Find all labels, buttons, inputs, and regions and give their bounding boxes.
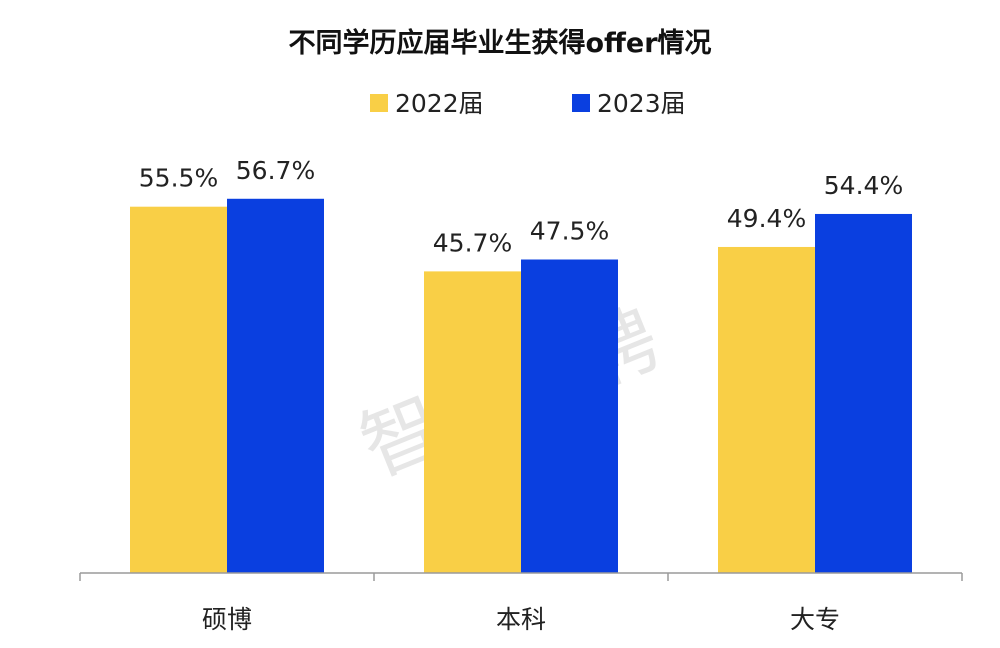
bar	[424, 271, 521, 573]
x-tick-label: 本科	[496, 605, 546, 634]
chart-title: 不同学历应届毕业生获得offer情况	[288, 27, 711, 59]
data-labels-group: 55.5% 56.7% 45.7% 47.5% 49.4% 54.4%	[139, 156, 903, 258]
bar	[227, 198, 324, 573]
data-label: 45.7%	[433, 228, 512, 257]
bars-group	[130, 198, 912, 573]
data-label: 47.5%	[530, 217, 609, 246]
x-tick-label: 硕博	[202, 605, 252, 634]
data-label: 56.7%	[236, 156, 315, 185]
bar	[815, 213, 912, 573]
x-tick-label: 大专	[790, 605, 840, 634]
legend-label: 2023届	[597, 89, 686, 118]
bar	[521, 259, 618, 573]
data-label: 55.5%	[139, 164, 218, 193]
bar	[718, 246, 815, 573]
data-label: 54.4%	[824, 171, 903, 200]
data-label: 49.4%	[727, 204, 806, 233]
legend-label: 2022届	[395, 89, 484, 118]
legend: 2022届 2023届	[370, 89, 686, 118]
legend-swatch	[572, 94, 590, 112]
bar	[130, 206, 227, 573]
legend-swatch	[370, 94, 388, 112]
x-axis: 硕博 本科 大专	[79, 572, 963, 634]
